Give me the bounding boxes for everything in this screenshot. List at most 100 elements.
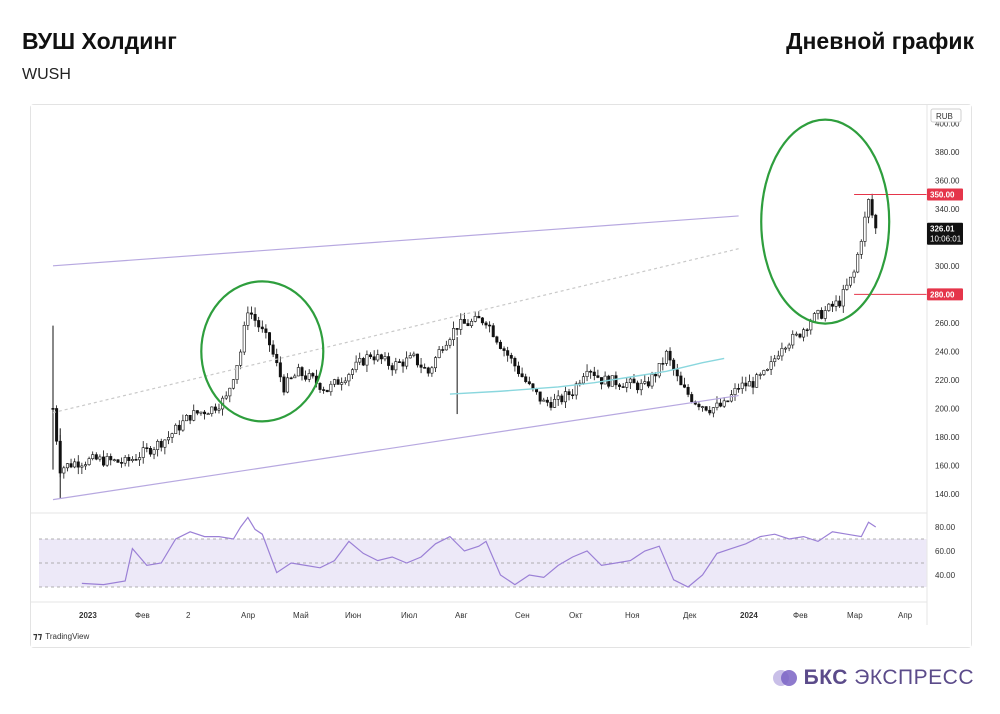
candle bbox=[477, 311, 481, 319]
candle-body bbox=[780, 348, 784, 357]
candle-body bbox=[733, 388, 737, 395]
candle bbox=[697, 402, 701, 411]
candle-body bbox=[538, 391, 542, 402]
x-tick-label: Май bbox=[293, 611, 309, 620]
candle bbox=[242, 321, 246, 356]
candle bbox=[852, 269, 856, 284]
lower-price-label: 280.00 bbox=[930, 290, 955, 299]
candle bbox=[145, 443, 149, 453]
candle bbox=[563, 386, 567, 409]
candle-body bbox=[473, 315, 477, 322]
candle-body bbox=[798, 333, 802, 338]
candle-body bbox=[737, 388, 741, 390]
candle bbox=[235, 365, 239, 384]
candle-body bbox=[159, 440, 163, 448]
candle-body bbox=[495, 336, 499, 343]
x-tick-label: 2023 bbox=[79, 611, 97, 620]
candle-body bbox=[856, 254, 860, 273]
chart-panel[interactable]: 140.00 160.00 180.00 200.00 220.00 240.00 260.… bbox=[30, 104, 972, 648]
candle bbox=[480, 317, 484, 326]
candle-body bbox=[134, 458, 138, 461]
candle-body bbox=[430, 367, 434, 374]
candle bbox=[231, 379, 235, 390]
candle-body bbox=[379, 354, 383, 360]
candle-body bbox=[841, 289, 845, 307]
candle-body bbox=[751, 381, 755, 388]
candle bbox=[203, 409, 207, 420]
candle-body bbox=[412, 353, 416, 356]
candle-body bbox=[102, 456, 106, 466]
candle-body bbox=[802, 329, 806, 338]
x-tick-label: Сен bbox=[515, 611, 530, 620]
candle-body bbox=[289, 377, 293, 380]
candle-body bbox=[715, 402, 719, 408]
price-chart[interactable]: 140.00160.00180.00200.00220.00240.00260.… bbox=[31, 105, 971, 647]
candle bbox=[664, 349, 668, 366]
chart-timeframe-title: Дневной график bbox=[786, 28, 974, 54]
x-tick-label: Июн bbox=[345, 611, 361, 620]
candle-body bbox=[249, 312, 253, 315]
currency-box[interactable] bbox=[930, 108, 962, 123]
candle bbox=[329, 380, 333, 396]
candle-body bbox=[185, 414, 189, 422]
candle-body bbox=[55, 408, 59, 442]
candle bbox=[625, 377, 629, 393]
candle-body bbox=[181, 420, 185, 431]
candle-body bbox=[282, 376, 286, 393]
candle bbox=[498, 339, 502, 350]
candle bbox=[415, 353, 419, 368]
candle-body bbox=[664, 350, 668, 364]
candle-body bbox=[91, 454, 95, 459]
candle bbox=[711, 406, 715, 418]
candle-body bbox=[531, 383, 535, 389]
candle-body bbox=[513, 357, 517, 367]
candle bbox=[542, 397, 546, 402]
candle-body bbox=[870, 199, 874, 216]
rsi-tick-label: 80.00 bbox=[935, 523, 956, 532]
candle bbox=[816, 309, 820, 320]
candle bbox=[94, 452, 98, 461]
candle-body bbox=[787, 344, 791, 349]
candle bbox=[780, 342, 784, 361]
y-tick-label: 240.00 bbox=[935, 347, 960, 356]
candle-body bbox=[268, 332, 272, 346]
candle bbox=[740, 376, 744, 394]
candle bbox=[138, 452, 142, 466]
candle bbox=[618, 383, 622, 390]
candle bbox=[773, 354, 777, 367]
candle-body bbox=[722, 400, 726, 407]
candle bbox=[516, 361, 520, 377]
candle bbox=[369, 352, 373, 360]
candle-body bbox=[376, 354, 380, 361]
candle-body bbox=[668, 350, 672, 361]
candle bbox=[701, 405, 705, 412]
highlight-circle-apr bbox=[200, 280, 325, 423]
candle-body bbox=[203, 411, 207, 415]
candle bbox=[751, 376, 755, 395]
candle-body bbox=[491, 325, 495, 338]
candle-body bbox=[286, 377, 290, 393]
candle-body bbox=[444, 344, 448, 351]
candle-body bbox=[397, 361, 401, 363]
candle bbox=[538, 391, 542, 405]
candle bbox=[870, 193, 874, 219]
candle bbox=[596, 369, 600, 379]
candle bbox=[874, 213, 878, 234]
candle bbox=[268, 332, 272, 352]
candle-body bbox=[574, 383, 578, 396]
candle-body bbox=[405, 357, 409, 367]
tradingview-logo[interactable]: ⁊⁊ TradingView bbox=[33, 631, 90, 641]
candle-body bbox=[325, 389, 329, 393]
candle-body bbox=[332, 379, 336, 385]
candle bbox=[304, 370, 308, 382]
candle bbox=[419, 357, 423, 374]
candle-body bbox=[563, 391, 567, 403]
candle-body bbox=[643, 381, 647, 384]
candle-body bbox=[351, 369, 355, 375]
candle bbox=[387, 352, 391, 370]
candle bbox=[520, 367, 524, 378]
candle bbox=[679, 371, 683, 386]
candle-body bbox=[679, 375, 683, 386]
candle bbox=[794, 331, 798, 337]
candle bbox=[83, 461, 87, 470]
